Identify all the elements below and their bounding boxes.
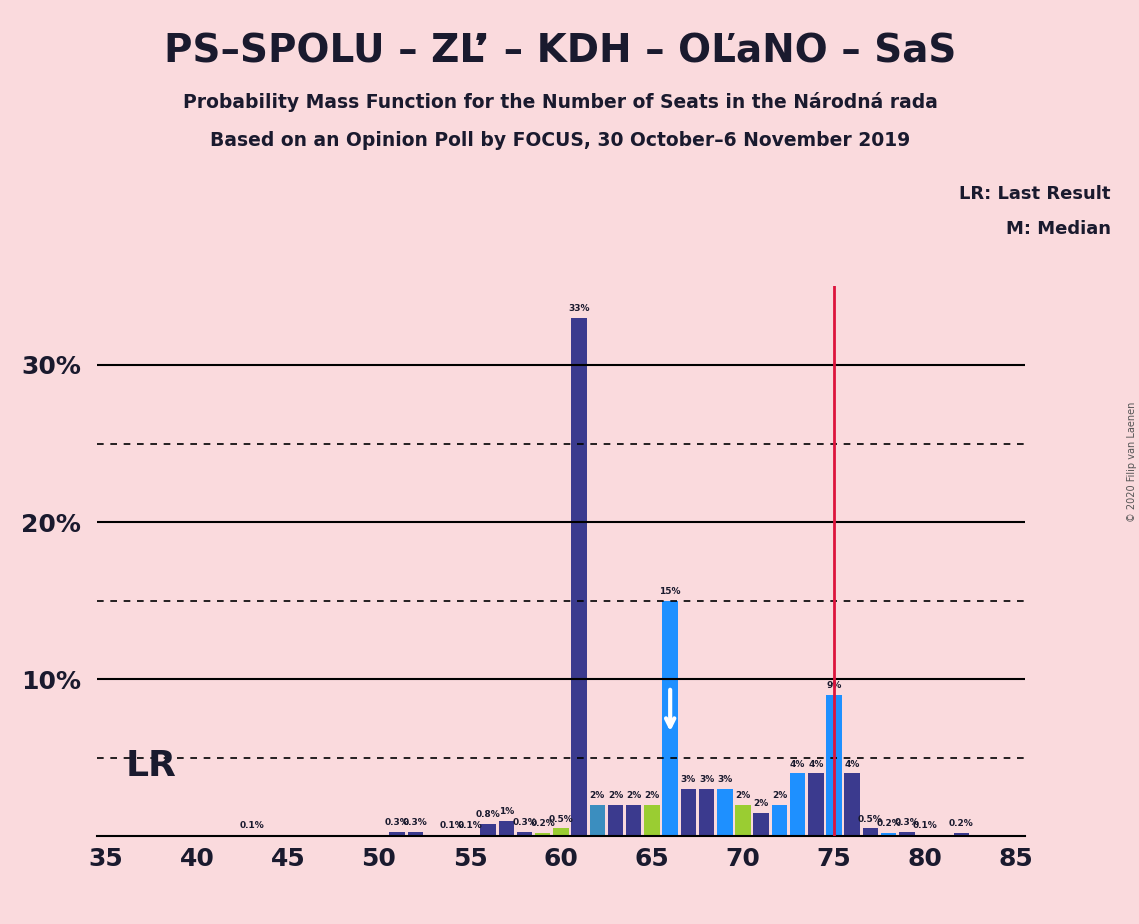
Text: 0.3%: 0.3% xyxy=(513,818,536,827)
Text: PS–SPOLU – ZĽ’ – KDH – OĽaNO – SaS: PS–SPOLU – ZĽ’ – KDH – OĽaNO – SaS xyxy=(164,32,957,70)
Text: © 2020 Filip van Laenen: © 2020 Filip van Laenen xyxy=(1126,402,1137,522)
Bar xyxy=(789,773,805,836)
Bar xyxy=(608,805,623,836)
Text: 2%: 2% xyxy=(645,791,659,800)
Bar xyxy=(462,834,477,836)
Text: 9%: 9% xyxy=(826,681,842,690)
Bar xyxy=(244,834,260,836)
Text: 15%: 15% xyxy=(659,587,681,596)
Text: 0.3%: 0.3% xyxy=(894,818,919,827)
Bar xyxy=(862,828,878,836)
Text: Probability Mass Function for the Number of Seats in the Národná rada: Probability Mass Function for the Number… xyxy=(183,92,937,113)
Text: 0.1%: 0.1% xyxy=(912,821,937,830)
Text: 2%: 2% xyxy=(772,791,787,800)
Text: 2%: 2% xyxy=(736,791,751,800)
Text: 0.3%: 0.3% xyxy=(385,818,410,827)
Bar xyxy=(953,833,969,836)
Text: 0.3%: 0.3% xyxy=(403,818,428,827)
Bar xyxy=(681,789,696,836)
Text: 3%: 3% xyxy=(681,775,696,784)
Text: 2%: 2% xyxy=(608,791,623,800)
Text: 0.2%: 0.2% xyxy=(876,820,901,828)
Bar xyxy=(444,834,459,836)
Bar xyxy=(753,813,769,836)
Bar xyxy=(899,832,915,836)
Bar xyxy=(808,773,823,836)
Bar xyxy=(554,828,568,836)
Text: 3%: 3% xyxy=(699,775,714,784)
Bar xyxy=(880,833,896,836)
Bar xyxy=(572,318,587,836)
Text: 0.5%: 0.5% xyxy=(858,815,883,823)
Text: 0.1%: 0.1% xyxy=(440,821,464,830)
Text: 0.5%: 0.5% xyxy=(549,815,573,823)
Bar xyxy=(645,805,659,836)
Bar xyxy=(517,832,532,836)
Text: 33%: 33% xyxy=(568,304,590,313)
Text: 4%: 4% xyxy=(844,760,860,769)
Bar xyxy=(826,695,842,836)
Text: 3%: 3% xyxy=(718,775,732,784)
Bar xyxy=(771,805,787,836)
Text: 0.8%: 0.8% xyxy=(476,810,500,819)
Text: 2%: 2% xyxy=(754,799,769,808)
Text: 0.2%: 0.2% xyxy=(949,820,974,828)
Bar xyxy=(535,833,550,836)
Text: 4%: 4% xyxy=(789,760,805,769)
Text: 0.1%: 0.1% xyxy=(239,821,264,830)
Text: LR: Last Result: LR: Last Result xyxy=(959,185,1111,202)
Bar xyxy=(663,601,678,836)
Bar xyxy=(499,821,514,836)
Text: 1%: 1% xyxy=(499,807,514,816)
Text: 0.1%: 0.1% xyxy=(458,821,482,830)
Text: 2%: 2% xyxy=(590,791,605,800)
Bar xyxy=(917,834,933,836)
Bar xyxy=(718,789,732,836)
Bar xyxy=(481,823,495,836)
Bar xyxy=(626,805,641,836)
Bar xyxy=(844,773,860,836)
Bar xyxy=(590,805,605,836)
Text: 0.2%: 0.2% xyxy=(531,820,555,828)
Text: 4%: 4% xyxy=(808,760,823,769)
Text: 2%: 2% xyxy=(626,791,641,800)
Text: Based on an Opinion Poll by FOCUS, 30 October–6 November 2019: Based on an Opinion Poll by FOCUS, 30 Oc… xyxy=(211,131,910,151)
Text: LR: LR xyxy=(126,748,177,783)
Bar xyxy=(390,832,404,836)
Bar xyxy=(736,805,751,836)
Text: M: Median: M: Median xyxy=(1006,220,1111,237)
Bar xyxy=(699,789,714,836)
Bar xyxy=(408,832,423,836)
